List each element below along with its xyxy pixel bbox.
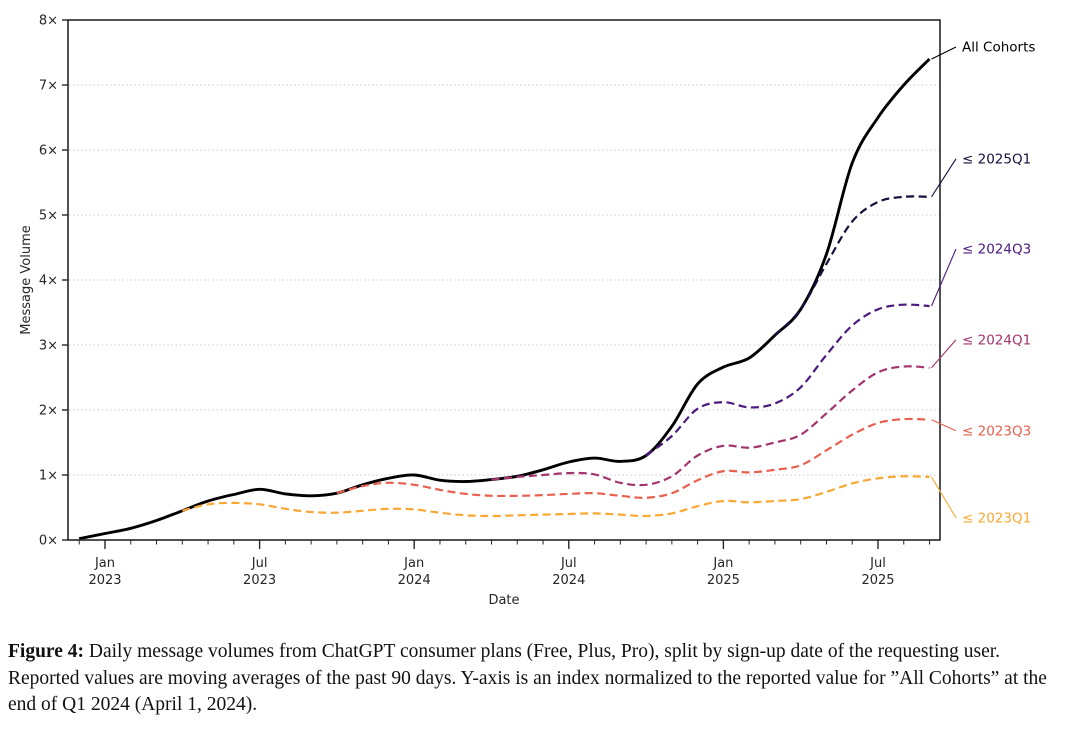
series-label-leader	[931, 476, 957, 519]
series-line-4	[491, 365, 930, 487]
y-axis-title: Message Volume	[19, 225, 34, 334]
y-tick-label: 1×	[39, 469, 58, 484]
series-end-label: ≤ 2023Q1	[962, 510, 1031, 526]
x-tick-label: Jan 2024	[398, 556, 431, 588]
series-end-label: ≤ 2025Q1	[962, 151, 1031, 167]
series-end-label: ≤ 2024Q3	[962, 242, 1031, 258]
series-lines	[78, 57, 931, 541]
x-axis-title: Date	[488, 593, 519, 608]
series-end-label: All Cohorts	[962, 40, 1035, 56]
series-label-leader	[931, 248, 957, 307]
series-line-6	[182, 475, 930, 518]
plot-border	[67, 19, 941, 541]
x-tick-label: Jul 2025	[861, 556, 894, 588]
figure-caption-label: Figure 4:	[8, 641, 85, 662]
series-end-label: ≤ 2024Q1	[962, 332, 1031, 348]
series-end-label: ≤ 2023Q3	[962, 423, 1031, 439]
gridlines	[69, 84, 939, 476]
series-label-leader	[931, 46, 957, 60]
x-tick-label: Jan 2025	[707, 556, 740, 588]
figure-caption-text: Daily message volumes from ChatGPT consu…	[8, 641, 1047, 716]
y-tick-label: 6×	[39, 144, 58, 159]
y-tick-label: 2×	[39, 404, 58, 419]
series-line-3	[645, 303, 930, 457]
series-line-1	[78, 57, 931, 541]
series-label-leader	[931, 339, 957, 369]
series-label-leader	[931, 419, 957, 432]
y-tick-label: 4×	[39, 274, 58, 289]
y-tick-label: 3×	[39, 339, 58, 354]
series-line-2	[774, 195, 930, 337]
series-label-leader	[931, 158, 957, 198]
figure-caption: Figure 4: Daily message volumes from Cha…	[0, 627, 1080, 719]
y-tick-label: 0×	[39, 534, 58, 549]
x-tick-label: Jan 2023	[88, 556, 121, 588]
x-axis: Jan 2023 Jul 2023 Jan 2024 Jul 2024 Jan 2025 Jul 20…	[78, 540, 931, 608]
series-line-5	[336, 417, 930, 499]
figure-4: 0× 1× 2× 3× 4× 5× 6× 7× 8× Message Volume Jan 2023 J…	[0, 14, 1080, 719]
y-axis: 0× 1× 2× 3× 4× 5× 6× 7× 8× Message Volume	[19, 14, 68, 549]
x-tick-label: Jul 2024	[552, 556, 585, 588]
y-tick-label: 8×	[39, 14, 58, 29]
y-tick-label: 5×	[39, 209, 58, 224]
x-tick-label: Jul 2023	[243, 556, 276, 588]
y-tick-label: 7×	[39, 79, 58, 94]
